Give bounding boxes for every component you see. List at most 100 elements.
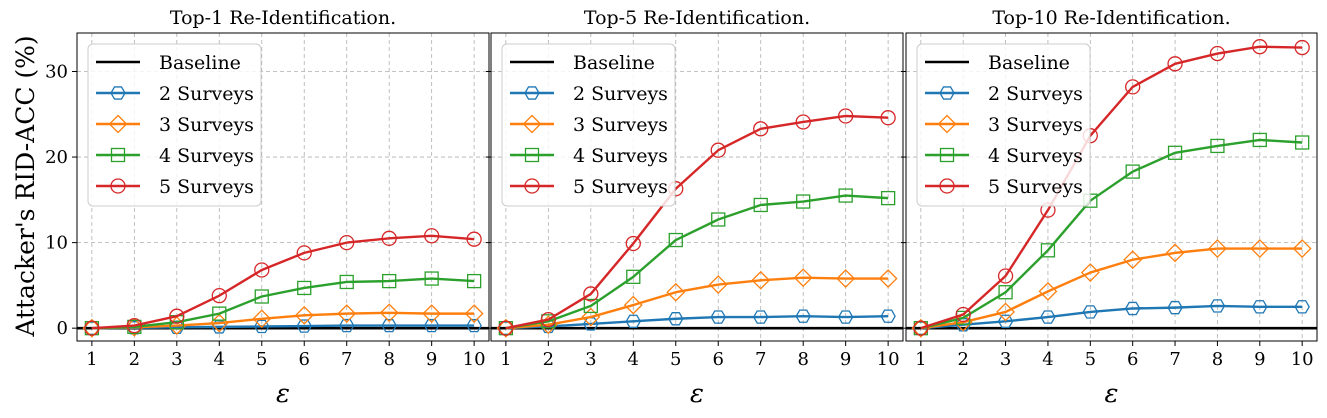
series-line-4-surveys (920, 138, 1303, 330)
x-tick-label: 4 (214, 349, 225, 370)
data-point-3-surveys (82, 318, 102, 338)
legend-marker (939, 178, 955, 194)
legend-marker (110, 147, 126, 163)
x-tick-label: 5 (256, 349, 267, 370)
data-point-3-surveys (836, 269, 856, 288)
data-point-2-surveys (1040, 310, 1056, 324)
data-point-4-surveys (424, 271, 439, 286)
data-point-3-surveys (496, 318, 516, 338)
legend-label: 3 Surveys (573, 114, 668, 136)
data-point-5-surveys (583, 286, 599, 302)
legend-label: 4 Surveys (988, 145, 1083, 167)
x-tick-label: 5 (1085, 349, 1096, 370)
data-point-4-surveys (1252, 132, 1267, 148)
data-point-2-surveys (1209, 299, 1226, 313)
data-point-4-surveys (998, 285, 1013, 300)
data-point-4-surveys (382, 273, 397, 289)
legend-box (87, 43, 262, 207)
x-axis-label: ε (1105, 379, 1119, 409)
series-line-3-surveys (505, 276, 889, 330)
data-point-4-surveys (466, 273, 482, 289)
x-tick-label: 8 (1212, 349, 1223, 370)
x-tick-label: 2 (129, 349, 140, 370)
legend-marker (110, 86, 126, 100)
data-point-5-surveys (498, 320, 514, 336)
x-tick-label: 9 (1254, 349, 1265, 370)
data-point-2-surveys (625, 314, 642, 329)
x-tick-label: 4 (628, 349, 639, 370)
x-tick-label: 6 (713, 349, 724, 370)
series-line-2-surveys (920, 304, 1303, 330)
data-point-5-surveys (126, 317, 142, 334)
legend-label: Baseline (573, 52, 655, 74)
data-point-5-surveys (1209, 45, 1226, 62)
x-tick-label: 7 (341, 349, 352, 370)
series-line-2-surveys (505, 314, 889, 330)
x-tick-label: 1 (915, 349, 926, 370)
series-line-5-surveys (920, 45, 1303, 330)
legend-label: 5 Surveys (988, 176, 1083, 198)
y-tick-label: 0 (57, 318, 68, 339)
series-line-4-surveys (91, 277, 475, 330)
data-point-4-surveys (1167, 145, 1183, 160)
data-point-4-surveys (1210, 138, 1225, 154)
legend-marker (524, 86, 540, 100)
data-point-5-surveys (710, 142, 726, 158)
x-tick-label: 10 (1291, 349, 1314, 370)
data-point-2-surveys (1082, 305, 1099, 319)
data-point-5-surveys (211, 288, 227, 304)
data-point-3-surveys (878, 269, 898, 288)
legend-box (501, 43, 676, 207)
data-point-5-surveys (424, 228, 440, 244)
data-point-2-surveys (668, 312, 684, 326)
y-tick-label: 10 (45, 233, 68, 254)
y-axis-label: Attacker's RID-ACC (%) (11, 35, 40, 337)
data-point-5-surveys (838, 108, 854, 124)
x-tick-label: 4 (1042, 349, 1053, 370)
data-point-5-surveys (339, 234, 355, 251)
data-point-4-surveys (711, 212, 726, 227)
x-tick-label: 1 (500, 349, 511, 370)
x-tick-label: 2 (543, 349, 554, 370)
x-axis-label: ε (690, 379, 704, 409)
legend-label: 5 Surveys (159, 176, 254, 198)
x-tick-label: 5 (670, 349, 681, 370)
x-tick-label: 9 (840, 349, 851, 370)
data-point-3-surveys (751, 270, 771, 290)
data-point-5-surveys (1294, 39, 1310, 56)
legend-box (916, 43, 1091, 207)
legend-label: Baseline (159, 52, 241, 74)
data-point-5-surveys (296, 245, 312, 261)
data-point-5-surveys (625, 235, 641, 252)
data-point-5-surveys (466, 231, 482, 247)
legend-label: 2 Surveys (988, 83, 1083, 105)
data-point-2-surveys (710, 310, 726, 324)
data-point-3-surveys (623, 295, 643, 315)
x-tick-label: 3 (171, 349, 182, 370)
series-line-4-surveys (505, 194, 889, 330)
data-point-3-surveys (464, 304, 484, 324)
data-point-3-surveys (379, 303, 399, 323)
data-point-3-surveys (422, 304, 442, 324)
data-point-3-surveys (1250, 239, 1270, 259)
x-tick-label: 7 (1169, 349, 1180, 370)
data-point-2-surveys (997, 314, 1014, 329)
legend-marker (939, 147, 955, 163)
panel-title: Top-1 Re-Identification. (170, 7, 396, 29)
data-point-4-surveys (1040, 243, 1056, 258)
legend-label: 5 Surveys (573, 176, 668, 198)
data-point-4-surveys (838, 188, 853, 203)
series-line-5-surveys (505, 114, 889, 330)
data-point-2-surveys (1167, 300, 1183, 315)
data-point-3-surveys (666, 282, 686, 302)
data-point-2-surveys (752, 310, 769, 324)
x-tick-label: 3 (1000, 349, 1011, 370)
data-point-3-surveys (996, 302, 1015, 322)
legend-marker (108, 114, 128, 134)
data-point-5-surveys (955, 306, 971, 323)
data-point-4-surveys (626, 269, 641, 284)
legend-label: 4 Surveys (159, 145, 254, 167)
data-point-3-surveys (1292, 239, 1312, 259)
data-point-5-surveys (1252, 39, 1268, 55)
